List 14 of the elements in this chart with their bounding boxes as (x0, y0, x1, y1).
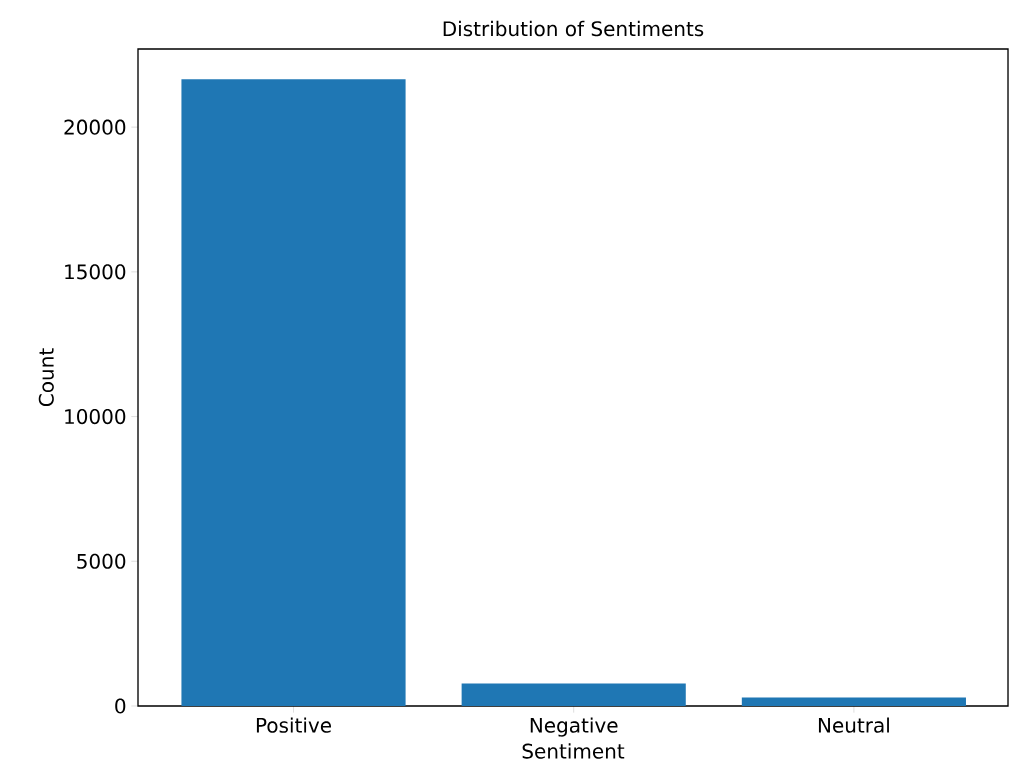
chart-title: Distribution of Sentiments (443, 20, 704, 37)
x-tick-label: Neutral (818, 717, 889, 733)
y-axis-title: Count (38, 348, 54, 407)
y-tick-label: 5000 (77, 553, 126, 569)
bar (461, 683, 686, 706)
x-tick-label: Positive (256, 717, 332, 733)
x-axis-title: Sentiment (522, 743, 625, 759)
y-tick-label: 20000 (64, 119, 126, 135)
x-tick-label: Negative (530, 717, 618, 737)
y-tick-label: 0 (115, 698, 126, 714)
bar (741, 697, 966, 706)
y-tick-label: 10000 (65, 408, 126, 425)
y-tick-label: 15000 (65, 264, 126, 280)
bar (181, 79, 406, 706)
